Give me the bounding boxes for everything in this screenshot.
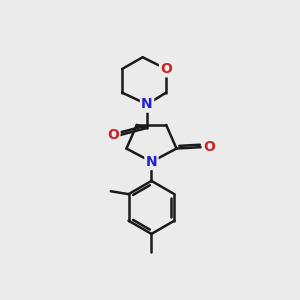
Text: O: O <box>160 62 172 76</box>
Text: N: N <box>141 98 153 111</box>
Text: O: O <box>203 140 215 154</box>
Text: O: O <box>107 128 119 142</box>
Text: N: N <box>146 155 157 169</box>
